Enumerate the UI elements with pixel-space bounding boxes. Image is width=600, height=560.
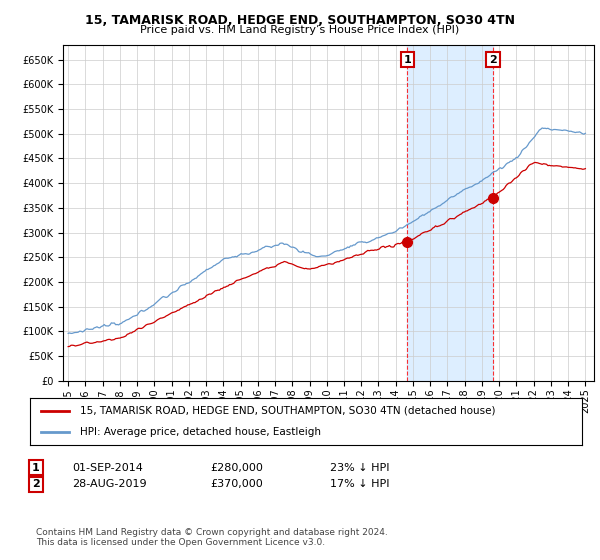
Text: 17% ↓ HPI: 17% ↓ HPI [330,479,389,489]
Text: Price paid vs. HM Land Registry’s House Price Index (HPI): Price paid vs. HM Land Registry’s House … [140,25,460,35]
Text: 15, TAMARISK ROAD, HEDGE END, SOUTHAMPTON, SO30 4TN: 15, TAMARISK ROAD, HEDGE END, SOUTHAMPTO… [85,14,515,27]
Bar [407,45,493,381]
Text: 28-AUG-2019: 28-AUG-2019 [72,479,146,489]
Text: Contains HM Land Registry data © Crown copyright and database right 2024.
This d: Contains HM Land Registry data © Crown c… [36,528,388,547]
Text: HPI: Average price, detached house, Eastleigh: HPI: Average price, detached house, East… [80,427,320,437]
Text: 1: 1 [32,463,40,473]
Text: 2: 2 [32,479,40,489]
Text: 01-SEP-2014: 01-SEP-2014 [72,463,143,473]
Text: 1: 1 [403,55,411,64]
Text: £280,000: £280,000 [210,463,263,473]
Text: 23% ↓ HPI: 23% ↓ HPI [330,463,389,473]
Text: £370,000: £370,000 [210,479,263,489]
Text: 2: 2 [489,55,497,64]
Text: 15, TAMARISK ROAD, HEDGE END, SOUTHAMPTON, SO30 4TN (detached house): 15, TAMARISK ROAD, HEDGE END, SOUTHAMPTO… [80,406,495,416]
